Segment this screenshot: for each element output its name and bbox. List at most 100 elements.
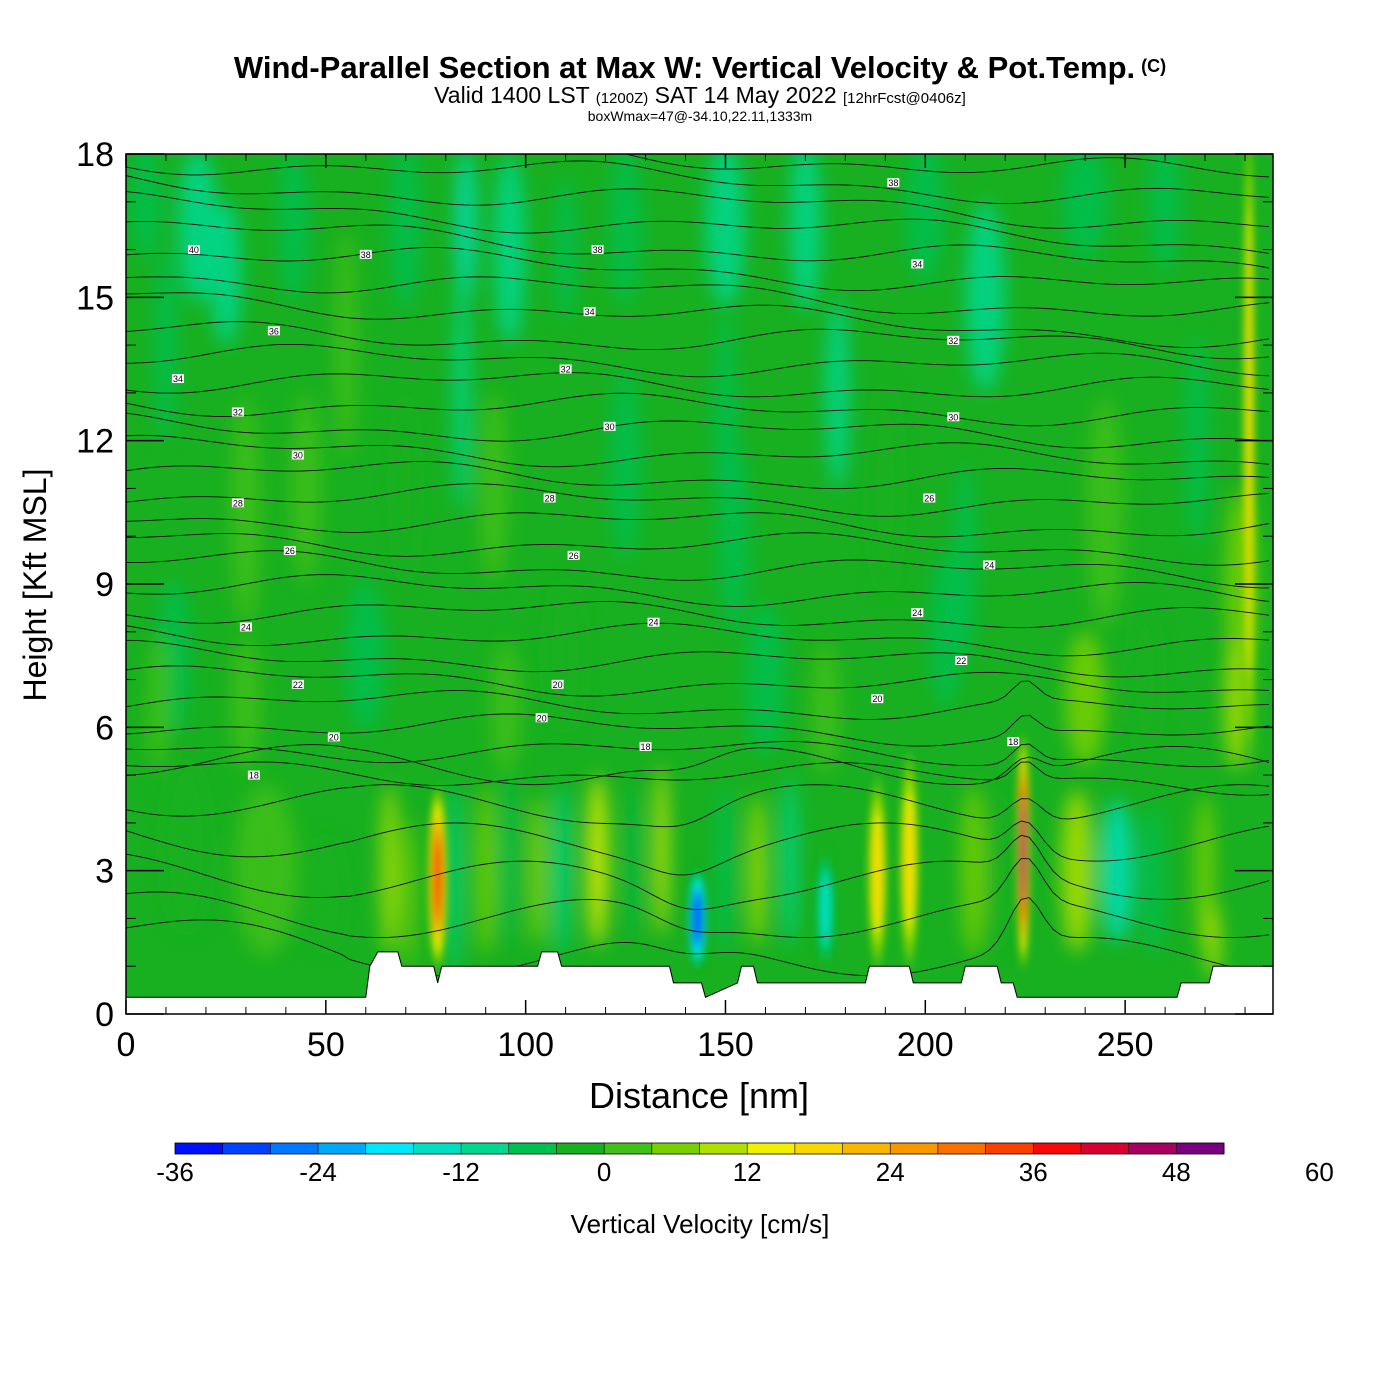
theta-label-text: 18 (249, 771, 259, 781)
theta-label: 34 (911, 259, 924, 269)
colorbar-swatch (175, 1143, 224, 1154)
theta-contour (126, 321, 1270, 360)
colorbar-swatch (318, 1143, 367, 1154)
theta-label-text: 38 (888, 178, 898, 188)
colorbar-tick-label: -12 (442, 1157, 480, 1187)
feature-contour (1020, 803, 1026, 900)
theta-contour (126, 292, 1270, 348)
theta-label-text: 34 (173, 374, 183, 384)
theta-contour (126, 622, 1270, 657)
theta-contour (126, 175, 1270, 229)
x-tick-label: 50 (307, 1026, 345, 1064)
theta-contour (126, 550, 1269, 589)
theta-contour (126, 512, 1270, 538)
colorbar-swatch (461, 1143, 510, 1154)
theta-contour (623, 154, 1270, 178)
theta-label: 32 (947, 335, 960, 346)
valid-prefix: Valid 1400 LST (434, 82, 590, 108)
theta-label: 34 (171, 374, 184, 384)
theta-contour (126, 639, 1270, 678)
colorbar-swatch (651, 1143, 700, 1154)
theta-label: 36 (267, 326, 280, 336)
theta-label: 22 (955, 655, 968, 666)
theta-label: 40 (187, 245, 200, 255)
colorbar-swatch (794, 1143, 844, 1154)
colorbar-tick-label: -24 (299, 1157, 337, 1187)
terrain (125, 951, 1274, 1015)
theta-label: 18 (639, 741, 652, 752)
theta-label: 20 (327, 732, 340, 742)
colorbar-swatch (1033, 1143, 1082, 1154)
colorbar-swatch (1128, 1143, 1177, 1154)
feature-contour (873, 826, 882, 921)
colorbar-swatch (937, 1143, 987, 1154)
colorbar-label: Vertical Velocity [cm/s] (571, 1209, 830, 1239)
theta-label: 24 (983, 560, 996, 570)
theta-label: 30 (947, 412, 960, 422)
colorbar-tick-label: 24 (876, 1157, 905, 1187)
theta-label: 18 (1007, 737, 1020, 747)
theta-contour (126, 160, 1270, 205)
theta-label-text: 34 (585, 307, 595, 317)
theta-label: 34 (583, 307, 596, 317)
chart-title: Wind-Parallel Section at Max W: Vertical… (0, 50, 1400, 86)
colorbar-swatch (985, 1143, 1034, 1154)
theta-label: 24 (647, 617, 660, 628)
theta-label: 20 (551, 679, 564, 690)
theta-contour (126, 372, 1270, 398)
colorbar-swatch (1176, 1143, 1225, 1154)
colorbar-swatch (747, 1143, 796, 1154)
theta-label: 26 (283, 546, 296, 556)
colorbar-swatch (413, 1143, 462, 1154)
theta-contour-labels: 40 38 38 38 34 34 36 32 34 32 32 30 30 30 28 28 26 26 26 24… (171, 178, 1020, 781)
valid-date: SAT 14 May 2022 (654, 82, 837, 108)
theta-label-text: 20 (537, 713, 547, 723)
theta-contour (126, 834, 1270, 910)
theta-label-text: 22 (956, 656, 966, 666)
theta-label: 38 (887, 178, 900, 188)
theta-label-text: 30 (605, 422, 615, 432)
colorbar-tick-label: 12 (733, 1157, 762, 1187)
theta-contour (126, 191, 1270, 254)
theta-label-text: 20 (329, 732, 339, 742)
theta-label-text: 24 (649, 618, 659, 628)
colorbar-tick-label: 60 (1305, 1157, 1334, 1187)
theta-contour (126, 761, 1270, 796)
theta-contour (126, 897, 1270, 977)
theta-label-text: 38 (361, 250, 371, 260)
feature-contour (693, 895, 702, 942)
feature-contour (905, 808, 914, 914)
theta-label-text: 24 (984, 560, 994, 570)
theta-label-text: 36 (269, 326, 279, 336)
theta-label-text: 32 (233, 408, 243, 418)
theta-contour (126, 392, 1270, 427)
theta-contour (126, 744, 1270, 786)
y-tick-label: 9 (95, 566, 114, 604)
box-info: boxWmax=47@-34.10,22.11,1333m (587, 108, 813, 124)
colorbar-swatch (365, 1143, 414, 1154)
theta-contour (126, 601, 1270, 629)
theta-label-text: 28 (545, 494, 555, 504)
theta-label: 30 (291, 450, 304, 461)
theta-contour (126, 343, 1270, 378)
theta-contour (126, 532, 1270, 566)
x-tick-label: 0 (117, 1026, 136, 1064)
y-tick-label: 0 (95, 996, 114, 1034)
theta-label: 24 (911, 608, 924, 618)
colorbar-swatch (1080, 1143, 1130, 1154)
x-tick-label: 100 (497, 1026, 554, 1064)
colorbar-swatch (604, 1143, 653, 1154)
theta-label: 22 (291, 679, 304, 690)
colorbar-tick-label: 36 (1019, 1157, 1048, 1187)
theta-contour (126, 574, 1270, 607)
chart-title-text: Wind-Parallel Section at Max W: Vertical… (233, 50, 1136, 85)
theta-contour (126, 246, 1270, 292)
theta-contour (126, 483, 1270, 517)
theta-label-text: 18 (641, 742, 651, 752)
theta-label-text: 28 (233, 498, 243, 508)
y-tick-label: 15 (76, 279, 114, 317)
colorbar-tick-label: 0 (597, 1157, 611, 1187)
colorbar-swatch (508, 1143, 557, 1154)
theta-label: 38 (359, 249, 372, 260)
theta-label-text: 38 (593, 245, 603, 255)
